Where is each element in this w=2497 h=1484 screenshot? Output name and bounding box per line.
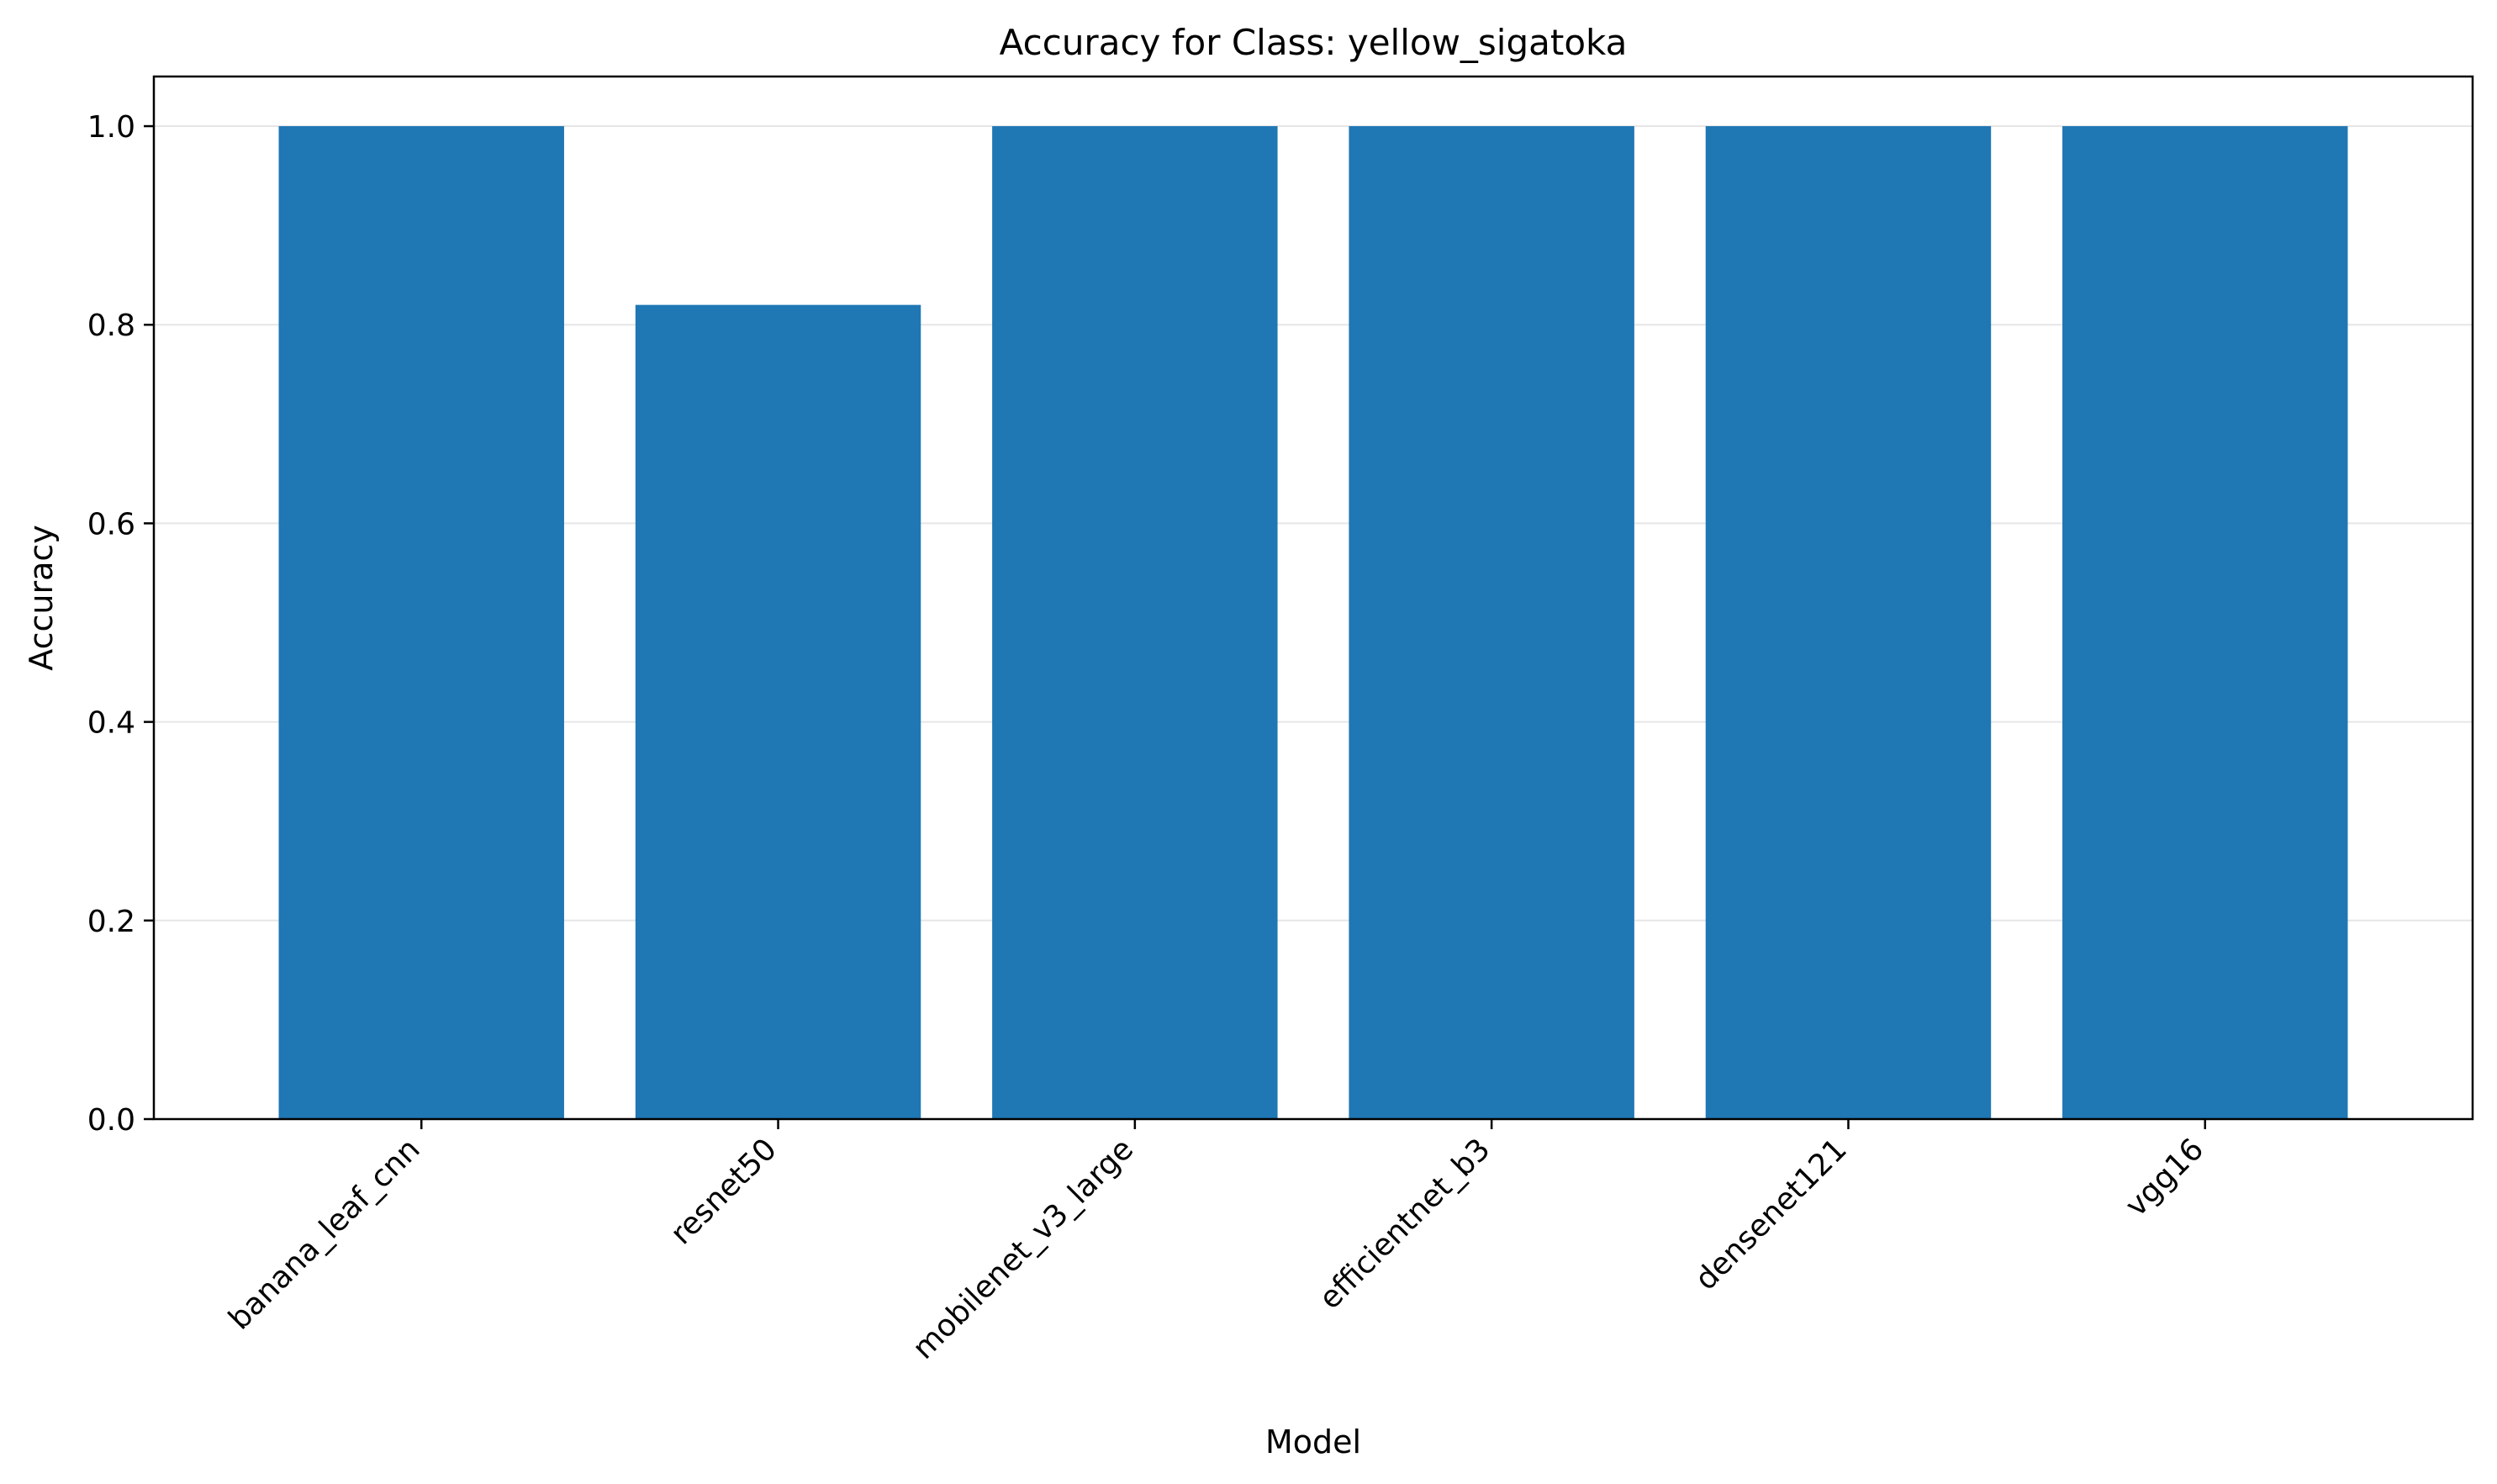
- x-tick-label: mobilenet_v3_large: [906, 1132, 1140, 1365]
- x-axis-ticks: banana_leaf_cnn resnet50 mobilenet_v3_larg…: [222, 1119, 2210, 1366]
- bar-efficientnet_b3: [1349, 126, 1634, 1120]
- x-tick-label: banana_leaf_cnn: [222, 1132, 426, 1336]
- bar-densenet121: [1705, 126, 1992, 1120]
- bars: [278, 126, 2348, 1120]
- plot-frame: [152, 75, 2474, 1121]
- y-tick-label: 0.2: [87, 905, 135, 939]
- x-tick-label: efficientnet_b3: [1313, 1132, 1497, 1316]
- y-tick-label: 0.0: [87, 1103, 135, 1138]
- bar-vgg16: [2062, 126, 2348, 1120]
- x-tick-label: vgg16: [2119, 1132, 2210, 1223]
- y-tick-label: 1.0: [87, 110, 135, 145]
- chart-title: Accuracy for Class: yellow_sigatoka: [1000, 22, 1628, 63]
- x-tick-label: densenet121: [1689, 1132, 1854, 1297]
- y-tick-label: 0.8: [87, 309, 135, 343]
- bar-resnet50: [635, 304, 921, 1120]
- y-tick-label: 0.4: [87, 706, 135, 741]
- y-axis-label: Accuracy: [23, 525, 60, 671]
- y-tick-label: 0.6: [87, 507, 135, 541]
- y-axis-ticks: 0.0 0.2 0.4 0.6 0.8 1.0: [87, 110, 154, 1138]
- x-axis-label: Model: [1265, 1423, 1361, 1460]
- bar-banana_leaf_cnn: [278, 126, 564, 1120]
- x-tick-label: resnet50: [664, 1132, 784, 1251]
- bar-mobilenet_v3_large: [992, 126, 1278, 1120]
